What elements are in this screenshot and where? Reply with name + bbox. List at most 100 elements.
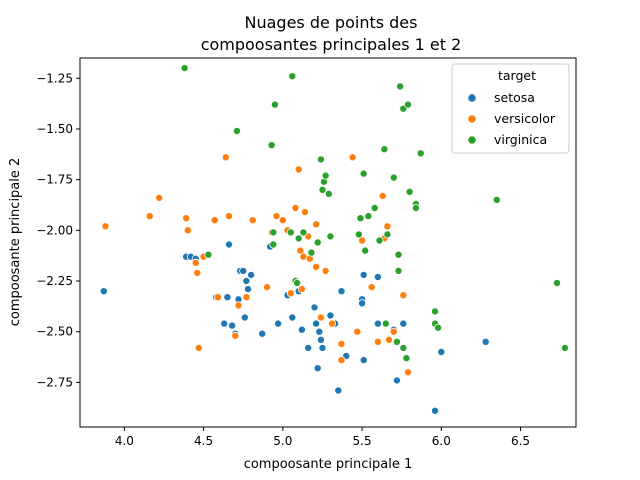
point-virginica [381,319,390,328]
points-layer [99,64,569,415]
point-virginica [307,248,316,257]
point-setosa [310,303,319,312]
point-setosa [228,321,237,330]
chart-title: Nuages de points des compoosantes princi… [201,13,462,54]
x-tick-label: 6.5 [511,434,530,448]
point-virginica [383,230,392,239]
point-versicolor [248,216,257,225]
plot-frame [79,57,577,428]
y-tick-label: −1.25 [36,71,73,85]
legend-label-setosa: setosa [494,90,535,105]
point-setosa [274,319,283,328]
point-virginica [356,214,365,223]
x-tick-label: 4.5 [194,434,213,448]
point-virginica [375,236,384,245]
point-setosa [240,313,249,322]
point-virginica [326,232,335,241]
point-versicolor [213,293,222,302]
point-setosa [316,335,325,344]
point-versicolor [291,203,300,212]
point-virginica [293,278,302,287]
point-setosa [288,313,297,322]
x-tick-label: 6.0 [432,434,451,448]
point-versicolor [101,222,110,231]
point-virginica [402,354,411,363]
point-virginica [324,189,333,198]
x-tick-label: 5.0 [273,434,292,448]
point-setosa [223,293,232,302]
y-tick-label: −1.50 [36,122,73,136]
point-virginica [180,64,189,73]
point-virginica [313,238,322,247]
point-virginica [364,212,373,221]
point-versicolor [389,327,398,336]
legend-title: target [498,68,536,83]
y-tick-label: −2.50 [36,325,73,339]
point-setosa [318,343,327,352]
point-setosa [373,319,382,328]
point-virginica [380,145,389,154]
point-versicolor [353,327,362,336]
point-versicolor [286,289,295,298]
point-virginica [434,323,443,332]
y-tick-label: −1.75 [36,173,73,187]
point-virginica [389,173,398,182]
legend-box [451,63,570,154]
point-virginica [232,127,241,136]
point-virginica [267,141,276,150]
point-virginica [270,100,279,109]
point-setosa [220,319,229,328]
point-setosa [392,376,401,385]
point-versicolor [191,258,200,267]
point-setosa [481,337,490,346]
y-tick-label: −2.25 [36,274,73,288]
point-versicolor [378,191,387,200]
point-virginica [392,337,401,346]
point-versicolor [221,153,230,162]
point-versicolor [327,319,336,328]
point-virginica [316,155,325,164]
point-versicolor [262,283,271,292]
point-setosa [334,386,343,395]
point-versicolor [210,216,219,225]
point-virginica [321,171,330,180]
point-setosa [337,287,346,296]
point-virginica [394,250,403,259]
point-versicolor [294,165,303,174]
point-setosa [359,356,368,365]
point-versicolor [231,331,240,340]
point-setosa [243,285,252,294]
point-virginica [299,228,308,237]
y-axis-label: compoosante principale 2 [8,158,23,327]
point-virginica [359,169,368,178]
point-virginica [354,230,363,239]
point-versicolor [316,313,325,322]
point-versicolor [278,216,287,225]
point-setosa [312,319,321,328]
point-virginica [492,195,501,204]
point-versicolor [272,212,281,221]
x-tick-label: 4.0 [115,434,134,448]
legend-marker-versicolor [467,114,477,124]
point-virginica [396,82,405,91]
point-setosa [399,319,408,328]
point-setosa [247,270,256,279]
point-virginica [411,203,420,212]
legend-label-virginica: virginica [494,132,547,147]
point-versicolor [312,262,321,271]
point-versicolor [297,285,306,294]
point-versicolor [155,193,164,202]
point-virginica [553,278,562,287]
point-setosa [326,311,335,320]
point-setosa [242,276,251,285]
point-virginica [361,246,370,255]
point-virginica [286,228,295,237]
legend: target setosa versicolor virginica [451,63,570,154]
legend-marker-virginica [467,135,477,145]
chart-title-line-1: Nuages de points des [245,13,418,32]
point-virginica [269,240,278,249]
point-virginica [405,187,414,196]
point-versicolor [373,337,382,346]
point-virginica [416,149,425,158]
